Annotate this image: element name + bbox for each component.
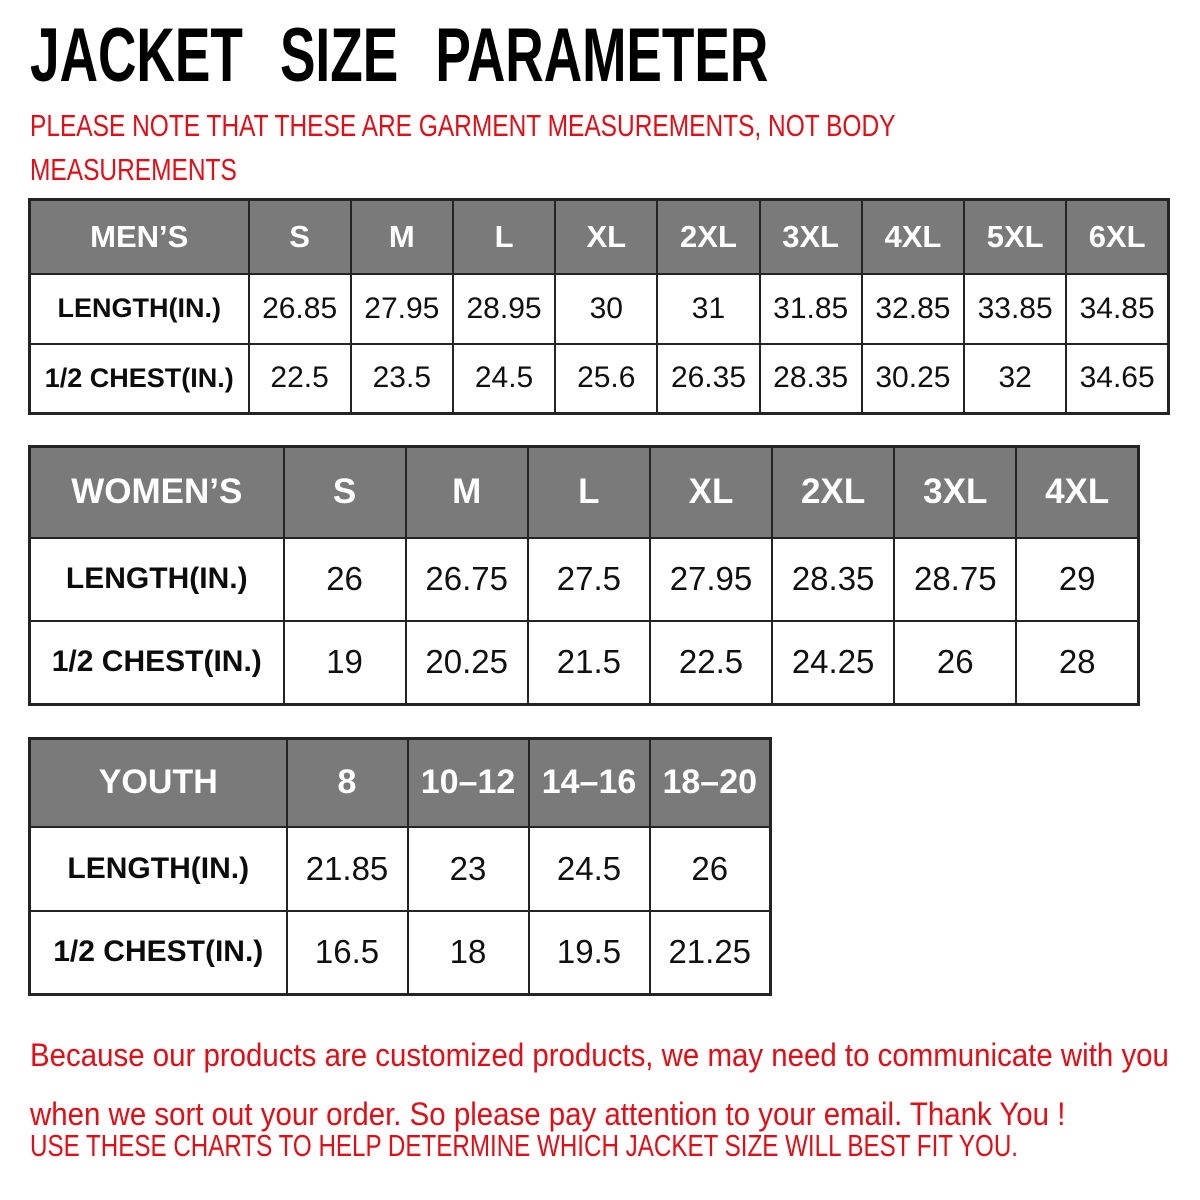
measurement-value: 27.5	[526, 536, 651, 622]
text-line: PLEASE NOTE THAT THESE ARE GARMENT MEASU…	[30, 108, 896, 143]
measurement-value: 26	[648, 825, 772, 912]
mens-size-table: MEN’S S M L XL 2XL 3XL 4XL 5XL 6XL LENGTH(IN.) 26.8…	[28, 198, 1170, 415]
womens-size-header: 2XL	[771, 445, 896, 539]
measurement-value: 31.85	[758, 272, 863, 345]
mens-size-header: 4XL	[860, 198, 966, 275]
mens-size-header: 6XL	[1065, 198, 1170, 275]
measurement-value: 30.25	[860, 342, 966, 415]
measurement-value: 26.35	[656, 342, 761, 415]
youth-size-table: YOUTH 8 10–12 14–16 18–20 LENGTH(IN.) 21.85 23 2…	[28, 737, 772, 996]
measurement-value: 16.5	[285, 909, 409, 996]
measurement-value: 27.95	[349, 272, 454, 345]
measurement-value: 30	[554, 272, 659, 345]
youth-size-header: 10–12	[406, 737, 530, 828]
youth-size-header: 14–16	[527, 737, 651, 828]
measurement-value: 24.5	[451, 342, 557, 415]
measurement-value: 26	[282, 536, 407, 622]
row-label: LENGTH(IN.)	[28, 536, 285, 622]
mens-group-header: MEN’S	[28, 198, 250, 275]
measurement-value: 21.25	[648, 909, 772, 996]
womens-size-header: S	[282, 445, 407, 539]
measurement-value: 28.75	[893, 536, 1018, 622]
youth-measurement-row: LENGTH(IN.) 21.85 23 24.5 26	[28, 825, 772, 912]
text-line: Because our products are customized prod…	[30, 1037, 1169, 1073]
measurement-value: 21.5	[526, 619, 651, 706]
fit-advice: USE THESE CHARTS TO HELP DETERMINE WHICH…	[30, 1128, 1019, 1163]
measurement-value: 29	[1015, 536, 1140, 622]
row-label: 1/2 CHEST(IN.)	[28, 909, 288, 996]
page-title: JACKET SIZE PARAMETER	[30, 13, 769, 98]
measurement-value: 20.25	[404, 619, 529, 706]
womens-measurement-row: 1/2 CHEST(IN.) 19 20.25 21.5 22.5 24.25 26 28	[28, 619, 1140, 706]
youth-size-header: 8	[285, 737, 409, 828]
row-label: 1/2 CHEST(IN.)	[28, 342, 250, 415]
measurement-value: 21.85	[285, 825, 409, 912]
measurement-value: 28.35	[771, 536, 896, 622]
measurement-value: 19	[282, 619, 407, 706]
text-line: MEASUREMENTS	[30, 152, 237, 188]
measurement-value: 26	[893, 619, 1018, 706]
row-label: 1/2 CHEST(IN.)	[28, 619, 285, 706]
mens-measurement-row: 1/2 CHEST(IN.) 22.5 23.5 24.5 25.6 26.35 28.35…	[28, 342, 1170, 415]
measurement-value: 24.25	[771, 619, 896, 706]
mens-size-header: XL	[554, 198, 659, 275]
measurement-value: 22.5	[648, 619, 774, 706]
measurement-value: 22.5	[247, 342, 352, 415]
mens-size-header: 3XL	[758, 198, 863, 275]
measurement-value: 28.95	[451, 272, 557, 345]
womens-measurement-row: LENGTH(IN.) 26 26.75 27.5 27.95 28.35 28.75 29	[28, 536, 1140, 622]
measurement-value: 32	[963, 342, 1068, 415]
measurement-value: 23	[406, 825, 530, 912]
text-line: when we sort out your order. So please p…	[30, 1096, 1066, 1133]
measurement-value: 34.85	[1065, 272, 1170, 345]
measurement-value: 19.5	[527, 909, 651, 996]
row-label: LENGTH(IN.)	[28, 825, 288, 912]
measurement-value: 32.85	[860, 272, 966, 345]
mens-size-header: L	[451, 198, 557, 275]
womens-size-header: 3XL	[893, 445, 1018, 539]
measurement-value: 28.35	[758, 342, 863, 415]
measurement-value: 26.75	[404, 536, 529, 622]
womens-size-header: 4XL	[1015, 445, 1140, 539]
youth-measurement-row: 1/2 CHEST(IN.) 16.5 18 19.5 21.25	[28, 909, 772, 996]
mens-size-header: 2XL	[656, 198, 761, 275]
garment-measurement-note: PLEASE NOTE THAT THESE ARE GARMENT MEASU…	[30, 104, 896, 192]
youth-size-header: 18–20	[648, 737, 772, 828]
customization-notice: Because our products are customized prod…	[30, 1026, 1169, 1144]
measurement-value: 26.85	[247, 272, 352, 345]
womens-size-header: M	[404, 445, 529, 539]
measurement-value: 23.5	[349, 342, 454, 415]
measurement-value: 27.95	[648, 536, 774, 622]
mens-size-header: S	[247, 198, 352, 275]
mens-measurement-row: LENGTH(IN.) 26.85 27.95 28.95 30 31 31.85 32.85…	[28, 272, 1170, 345]
womens-size-table: WOMEN’S S M L XL 2XL 3XL 4XL LENGTH(IN.) 26 26.75 2…	[28, 445, 1140, 706]
measurement-value: 28	[1015, 619, 1140, 706]
womens-size-header: XL	[648, 445, 774, 539]
womens-size-header: L	[526, 445, 651, 539]
womens-group-header: WOMEN’S	[28, 445, 285, 539]
measurement-value: 34.65	[1065, 342, 1170, 415]
measurement-value: 33.85	[963, 272, 1068, 345]
measurement-value: 31	[656, 272, 761, 345]
mens-size-header: M	[349, 198, 454, 275]
youth-group-header: YOUTH	[28, 737, 288, 828]
measurement-value: 18	[406, 909, 530, 996]
measurement-value: 25.6	[554, 342, 659, 415]
row-label: LENGTH(IN.)	[28, 272, 250, 345]
measurement-value: 24.5	[527, 825, 651, 912]
mens-size-header: 5XL	[963, 198, 1068, 275]
